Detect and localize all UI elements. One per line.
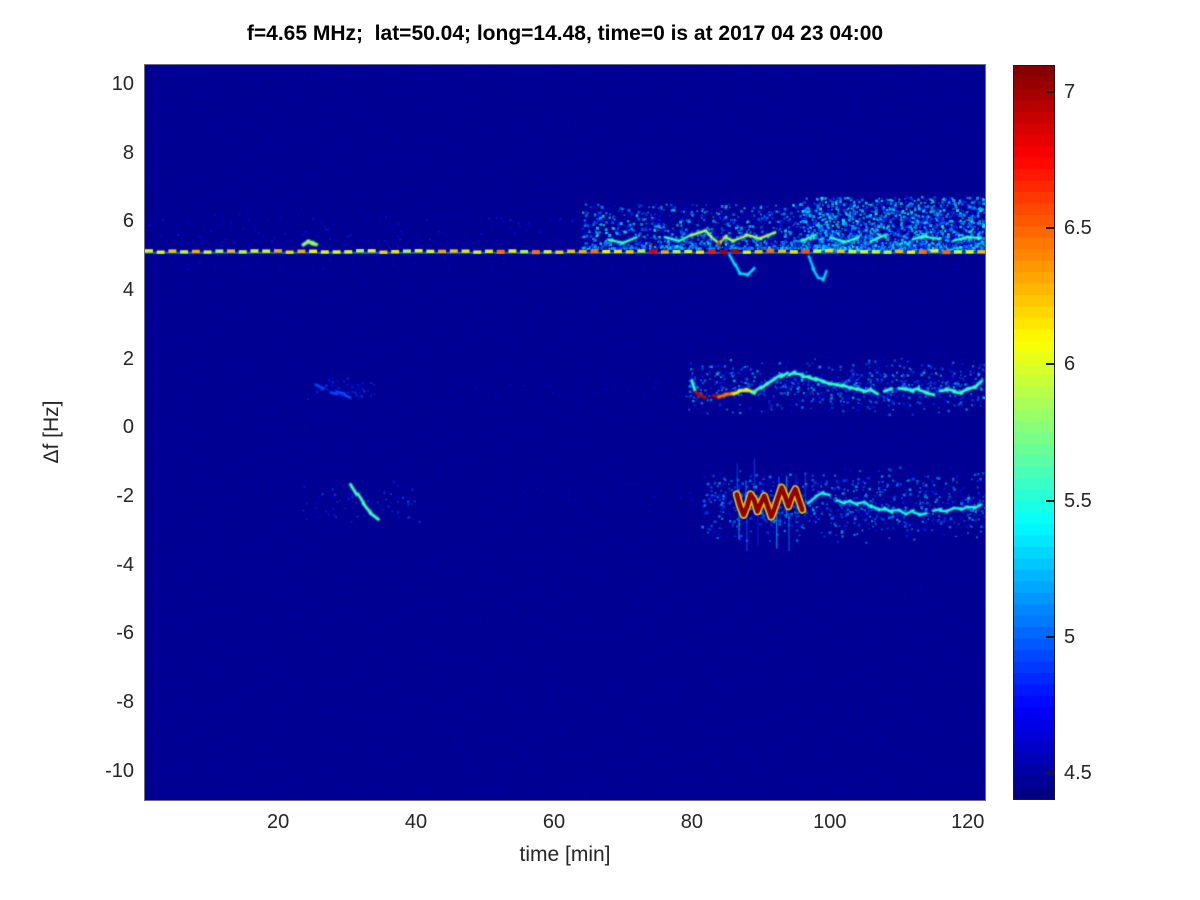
colorbar-tick-mark — [1046, 771, 1054, 774]
x-tick-label: 100 — [813, 811, 847, 833]
colorbar — [1013, 65, 1055, 800]
x-tick-label: 80 — [680, 811, 704, 833]
colorbar-tick-mark — [1046, 635, 1054, 638]
colorbar-tick-label: 5.5 — [1064, 489, 1092, 512]
colorbar-gradient-canvas — [1014, 66, 1054, 799]
y-tick-label: 6 — [122, 210, 134, 233]
colorbar-tick-label: 5 — [1064, 625, 1076, 648]
y-tick-label: -8 — [116, 691, 134, 714]
colorbar-tick-mark — [1046, 363, 1054, 366]
y-tick-label: 10 — [111, 72, 134, 95]
y-tick-label: 2 — [122, 347, 134, 370]
colorbar-tick-mark — [1046, 91, 1054, 94]
y-tick-label: 4 — [122, 278, 134, 301]
y-tick-label: 8 — [122, 141, 134, 164]
spectrogram-canvas — [145, 65, 985, 800]
x-tick-label: 20 — [266, 811, 290, 833]
y-tick-label: -10 — [105, 759, 134, 782]
colorbar-tick-mark — [1046, 499, 1054, 502]
colorbar-tick-label: 4.5 — [1064, 761, 1092, 784]
y-tick-label: -6 — [116, 622, 134, 645]
colorbar-tick-label: 7 — [1064, 81, 1076, 104]
colorbar-tick-mark — [1046, 227, 1054, 230]
x-axis-label: time [min] — [519, 843, 611, 866]
colorbar-tick-label: 6.5 — [1064, 217, 1092, 240]
x-tick-label: 120 — [951, 811, 985, 833]
y-tick-label: 0 — [122, 416, 134, 439]
y-tick-label: -2 — [116, 485, 134, 508]
y-tick-label: -4 — [116, 553, 134, 576]
x-tick-label: 60 — [542, 811, 566, 833]
chart-title: f=4.65 MHz; lat=50.04; long=14.48, time=… — [246, 22, 884, 45]
colorbar-tick-label: 6 — [1064, 353, 1076, 376]
plot-area — [144, 64, 986, 801]
x-tick-label: 40 — [404, 811, 428, 833]
